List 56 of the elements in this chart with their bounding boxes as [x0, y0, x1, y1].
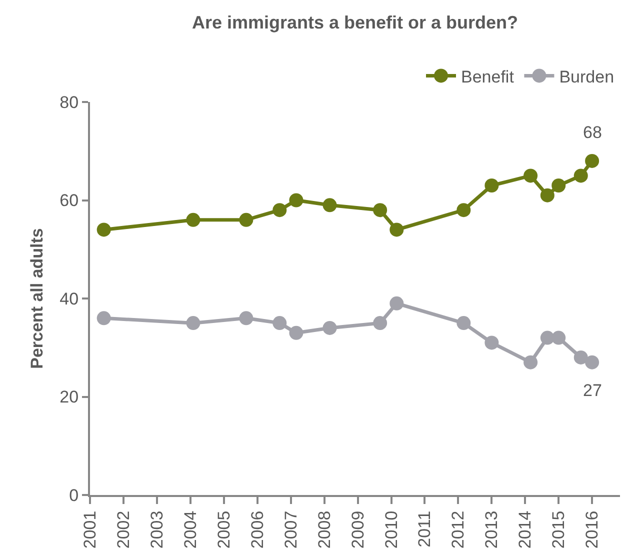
x-tick-label: 2003 [147, 510, 166, 549]
point [456, 203, 471, 218]
x-tick-label: 2014 [516, 510, 535, 549]
x-tick-label: 2006 [248, 510, 267, 549]
x-tick-label: 2016 [582, 510, 602, 549]
point [524, 355, 538, 370]
x-tick-label: 2002 [114, 510, 133, 549]
y-tick-label: 0 [69, 486, 79, 505]
x-tick-label: 2010 [382, 510, 401, 549]
point [552, 178, 566, 193]
x-tick-label: 2015 [549, 510, 568, 549]
x-tick-label: 2004 [180, 510, 200, 549]
point [484, 336, 499, 350]
point [552, 330, 566, 345]
y-tick-label: 80 [60, 92, 79, 112]
point [390, 296, 404, 310]
point [186, 316, 200, 330]
point [484, 178, 499, 193]
x-tick-label: 2005 [214, 510, 234, 549]
point [390, 222, 404, 237]
y-tick-label: 40 [60, 289, 79, 308]
x-tick-label: 2008 [314, 510, 334, 549]
point [239, 212, 254, 227]
chart-title: Are immigrants a benefit or a burden? [192, 12, 518, 33]
point [585, 355, 600, 370]
data-label: 27 [583, 381, 602, 400]
point [186, 212, 200, 227]
point [585, 154, 600, 168]
point [456, 316, 471, 330]
point [574, 168, 588, 183]
point [96, 222, 111, 237]
point [574, 350, 588, 364]
point [373, 316, 388, 330]
x-tick-label: 2009 [348, 510, 368, 549]
x-tick-label: 2012 [448, 510, 468, 549]
point [322, 198, 337, 212]
point [96, 311, 111, 326]
data-label: 68 [583, 123, 602, 142]
x-tick-label: 2007 [281, 510, 300, 549]
y-axis-title: Percent all adults [28, 228, 47, 369]
point [289, 326, 304, 340]
y-tick-label: 20 [60, 388, 79, 407]
point [540, 188, 554, 202]
point [289, 193, 304, 208]
point [373, 203, 388, 218]
point [272, 203, 287, 218]
point [239, 311, 254, 326]
x-tick-label: 2013 [482, 510, 502, 549]
legend-label: Benefit [461, 67, 514, 86]
legend-label: Burden [559, 67, 614, 86]
x-tick-label: 2011 [415, 510, 434, 548]
point [272, 316, 287, 330]
point [322, 320, 337, 335]
point [524, 168, 538, 183]
x-tick-label: 2001 [80, 510, 100, 549]
y-tick-label: 60 [60, 191, 79, 210]
